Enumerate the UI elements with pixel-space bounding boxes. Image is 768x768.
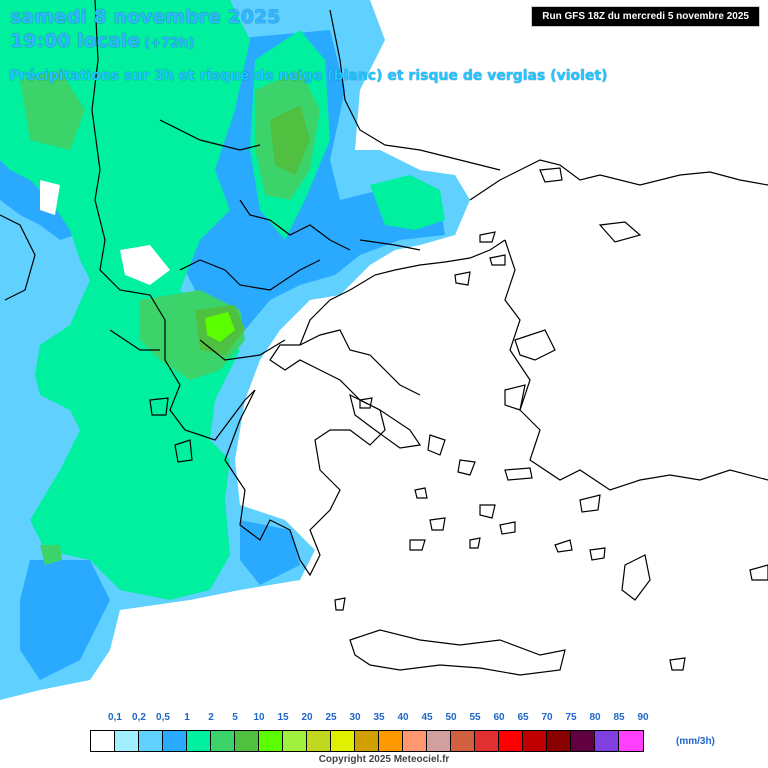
legend-label: 35 <box>373 712 385 723</box>
legend-swatch <box>499 731 523 751</box>
legend-label: 1 <box>184 712 190 723</box>
legend-swatch <box>547 731 571 751</box>
legend-swatch <box>139 731 163 751</box>
legend-swatch <box>331 731 355 751</box>
legend-label: 70 <box>541 712 553 723</box>
legend-swatch <box>211 731 235 751</box>
legend-swatch <box>163 731 187 751</box>
legend-swatch <box>571 731 595 751</box>
forecast-time: 19:00 locale <box>10 30 141 52</box>
legend-color-bar <box>90 730 644 752</box>
map-title-date: samedi 8 novembre 2025 <box>10 6 281 28</box>
legend-swatch <box>259 731 283 751</box>
legend-label: 15 <box>277 712 289 723</box>
legend-label: 50 <box>445 712 457 723</box>
legend-swatch <box>355 731 379 751</box>
legend-label: 65 <box>517 712 529 723</box>
legend-swatch <box>187 731 211 751</box>
legend-label: 0,2 <box>132 712 146 723</box>
precip-white-holes <box>40 180 170 285</box>
map-title-time: 19:00 locale (+72h) <box>10 30 194 52</box>
legend-label: 0,1 <box>108 712 122 723</box>
legend-swatch <box>451 731 475 751</box>
legend-swatch <box>427 731 451 751</box>
legend-swatch <box>115 731 139 751</box>
coastlines <box>0 0 768 676</box>
map-subtitle: Précipitations sur 3h et risque de neige… <box>9 68 608 84</box>
legend-units: (mm/3h) <box>676 736 715 747</box>
legend-label: 10 <box>253 712 265 723</box>
legend-swatch <box>523 731 547 751</box>
legend-swatch <box>379 731 403 751</box>
legend-label: 85 <box>613 712 625 723</box>
legend-swatch <box>235 731 259 751</box>
legend-labels: 0,1 0,2 0,5 1 2 5 10 15 20 25 30 35 40 45 50 55 60 65 70 75… <box>90 712 670 726</box>
legend-swatch <box>619 731 643 751</box>
legend-swatch <box>307 731 331 751</box>
legend-label: 45 <box>421 712 433 723</box>
legend-swatch <box>91 731 115 751</box>
copyright-text: Copyright 2025 Meteociel.fr <box>318 754 450 765</box>
legend-label: 60 <box>493 712 505 723</box>
legend-swatch <box>403 731 427 751</box>
legend-label: 90 <box>637 712 649 723</box>
run-info-badge: Run GFS 18Z du mercredi 5 novembre 2025 <box>531 6 760 27</box>
legend-label: 80 <box>589 712 601 723</box>
legend-label: 5 <box>232 712 238 723</box>
legend-label: 75 <box>565 712 577 723</box>
legend-label: 55 <box>469 712 481 723</box>
legend-label: 25 <box>325 712 337 723</box>
legend-label: 30 <box>349 712 361 723</box>
precip-bright-green <box>205 312 235 342</box>
legend-label: 0,5 <box>156 712 170 723</box>
legend-label: 20 <box>301 712 313 723</box>
forecast-lead: (+72h) <box>144 36 195 51</box>
legend-swatch <box>595 731 619 751</box>
legend-label: 2 <box>208 712 214 723</box>
legend-label: 40 <box>397 712 409 723</box>
legend-swatch <box>475 731 499 751</box>
legend-swatch <box>283 731 307 751</box>
